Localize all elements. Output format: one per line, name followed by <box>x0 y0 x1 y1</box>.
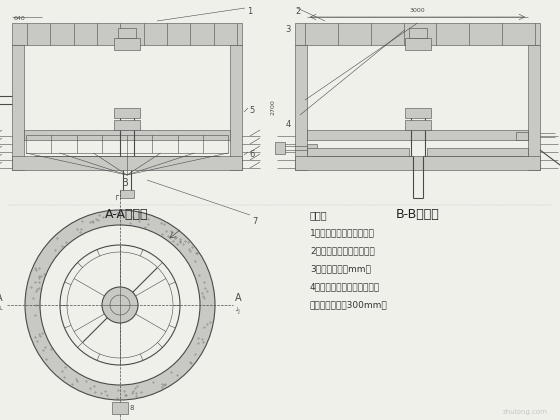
Text: 1: 1 <box>247 7 252 16</box>
Bar <box>12 23 242 45</box>
Bar <box>12 156 242 170</box>
Text: zhulong.com: zhulong.com <box>503 409 548 415</box>
Bar <box>114 108 140 118</box>
Bar <box>404 120 431 130</box>
Text: 2: 2 <box>295 7 300 16</box>
Text: 2700: 2700 <box>270 100 276 116</box>
Bar <box>12 45 24 170</box>
Text: ┌: ┌ <box>114 191 119 200</box>
Text: 640: 640 <box>14 16 26 21</box>
Bar <box>516 132 528 140</box>
Text: 4: 4 <box>286 120 291 129</box>
Text: B: B <box>122 178 129 188</box>
Bar <box>528 45 540 170</box>
Text: 3: 3 <box>286 25 291 34</box>
Bar <box>120 190 134 198</box>
Text: 8: 8 <box>130 405 134 411</box>
Text: A: A <box>235 293 241 303</box>
Circle shape <box>102 287 138 323</box>
Text: 土，墙体厚度为300mm。: 土，墙体厚度为300mm。 <box>310 300 388 309</box>
Text: 3、标注单位为mm。: 3、标注单位为mm。 <box>310 264 371 273</box>
Circle shape <box>40 225 200 385</box>
Bar <box>114 120 140 130</box>
Text: 说明：: 说明： <box>310 210 328 220</box>
Bar <box>404 108 431 118</box>
Text: A-A剖视图: A-A剖视图 <box>105 208 149 221</box>
Bar <box>307 130 528 140</box>
Text: ┘J: ┘J <box>235 307 240 314</box>
Bar <box>24 130 230 140</box>
Bar <box>408 28 427 38</box>
Text: A: A <box>0 293 3 303</box>
Bar <box>112 402 128 414</box>
Text: B-B剖视图: B-B剖视图 <box>395 208 440 221</box>
Bar <box>307 144 317 152</box>
Text: 2、弯管处均用法兰连接。: 2、弯管处均用法兰连接。 <box>310 246 375 255</box>
Text: 3000: 3000 <box>410 8 425 13</box>
Bar <box>118 28 136 38</box>
Text: 5: 5 <box>249 106 254 115</box>
Bar <box>307 148 408 156</box>
Bar <box>230 45 242 170</box>
Circle shape <box>25 210 215 400</box>
Bar <box>295 156 540 170</box>
Bar <box>295 45 307 170</box>
Text: 1、所有穿墙管均设套管。: 1、所有穿墙管均设套管。 <box>310 228 375 237</box>
Bar <box>295 23 540 45</box>
Bar <box>404 38 431 50</box>
Bar <box>275 142 285 154</box>
Text: 7: 7 <box>252 217 258 226</box>
Bar <box>114 38 140 50</box>
Text: 4、构筑物墙体采用钢筋混凝: 4、构筑物墙体采用钢筋混凝 <box>310 282 380 291</box>
Bar <box>427 148 528 156</box>
Text: L└: L└ <box>0 307 3 313</box>
Text: 6: 6 <box>249 150 254 159</box>
